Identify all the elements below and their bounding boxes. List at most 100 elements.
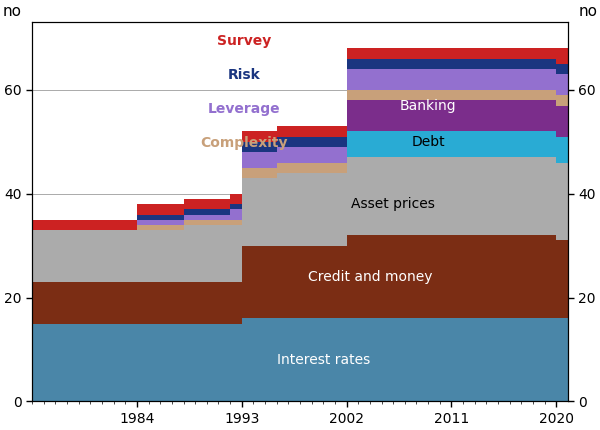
Bar [195,323,207,402]
Bar [218,215,230,220]
Bar [311,173,323,246]
Bar [405,132,416,157]
Bar [382,157,393,235]
Bar [382,318,393,402]
Bar [382,132,393,157]
Bar [137,225,149,230]
Bar [44,282,55,323]
Bar [55,323,67,402]
Bar [335,126,347,137]
Text: Asset prices: Asset prices [351,197,435,211]
Bar [428,157,440,235]
Bar [149,230,160,282]
Bar [393,318,405,402]
Bar [195,282,207,323]
Bar [253,246,265,318]
Bar [545,318,556,402]
Bar [509,69,521,90]
Bar [265,168,277,178]
Bar [311,163,323,173]
Bar [451,235,463,318]
Bar [207,220,218,225]
Bar [393,59,405,69]
Bar [32,282,44,323]
Bar [335,173,347,246]
Bar [358,132,370,157]
Bar [125,282,137,323]
Bar [416,69,428,90]
Bar [556,74,568,95]
Bar [358,318,370,402]
Bar [463,69,475,90]
Bar [451,59,463,69]
Bar [498,157,509,235]
Bar [323,147,335,163]
Bar [486,49,498,59]
Bar [44,230,55,282]
Text: Debt: Debt [411,135,445,149]
Bar [509,59,521,69]
Text: Risk: Risk [227,68,260,82]
Bar [265,318,277,402]
Bar [463,100,475,132]
Bar [393,69,405,90]
Bar [521,318,533,402]
Bar [440,157,451,235]
Bar [498,90,509,100]
Bar [556,163,568,240]
Bar [521,49,533,59]
Bar [428,318,440,402]
Bar [102,282,114,323]
Bar [300,147,311,163]
Bar [300,137,311,147]
Bar [533,49,545,59]
Bar [358,49,370,59]
Bar [44,323,55,402]
Bar [55,282,67,323]
Bar [358,59,370,69]
Bar [533,157,545,235]
Bar [160,282,172,323]
Bar [277,318,289,402]
Bar [405,235,416,318]
Bar [67,323,79,402]
Bar [556,137,568,163]
Bar [475,49,486,59]
Bar [347,69,358,90]
Bar [289,318,300,402]
Text: Interest rates: Interest rates [277,353,370,367]
Bar [289,246,300,318]
Bar [475,318,486,402]
Bar [137,215,149,220]
Bar [358,100,370,132]
Bar [463,49,475,59]
Bar [347,100,358,132]
Bar [475,69,486,90]
Bar [184,225,195,282]
Bar [428,132,440,157]
Bar [311,318,323,402]
Bar [242,318,253,402]
Bar [393,100,405,132]
Bar [172,230,184,282]
Bar [393,235,405,318]
Bar [125,230,137,282]
Bar [521,235,533,318]
Bar [184,323,195,402]
Bar [416,90,428,100]
Bar [79,230,91,282]
Bar [545,132,556,157]
Bar [521,90,533,100]
Bar [160,323,172,402]
Bar [207,209,218,215]
Bar [451,100,463,132]
Bar [335,137,347,147]
Bar [184,282,195,323]
Bar [253,152,265,168]
Bar [475,157,486,235]
Bar [416,235,428,318]
Bar [393,157,405,235]
Bar [335,318,347,402]
Bar [556,95,568,105]
Bar [277,163,289,173]
